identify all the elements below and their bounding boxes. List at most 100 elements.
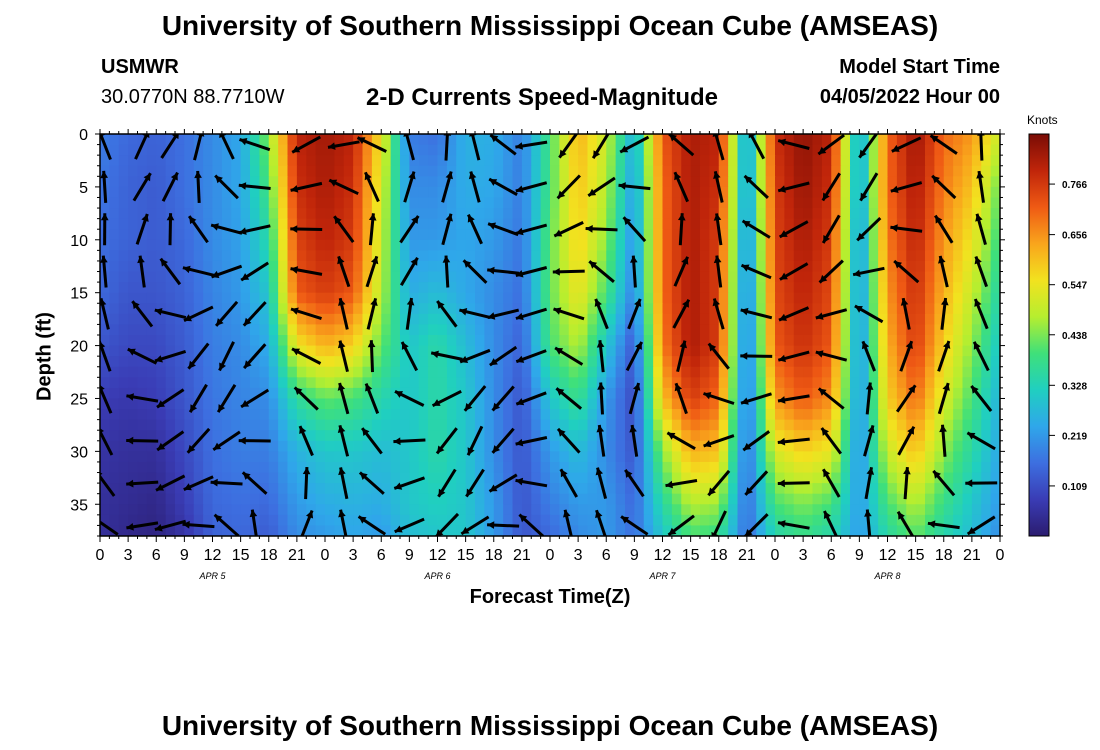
heatmap-cell — [906, 514, 917, 527]
heatmap-cell — [840, 398, 851, 410]
heatmap-cell — [118, 197, 129, 209]
heatmap-cell — [203, 345, 214, 357]
heatmap-cell — [718, 345, 729, 357]
heatmap-cell — [793, 155, 804, 167]
heatmap-cell — [484, 419, 495, 431]
heatmap-cell — [418, 165, 429, 177]
heatmap-cell — [325, 250, 335, 262]
heatmap-cell — [803, 366, 814, 378]
heatmap-cell — [925, 356, 935, 368]
heatmap-cell — [503, 186, 514, 199]
heatmap-cell — [287, 282, 298, 294]
heatmap-cell — [221, 303, 232, 315]
heatmap-cell — [100, 155, 110, 167]
heatmap-cell — [175, 197, 185, 209]
heatmap-cell — [746, 366, 757, 378]
heatmap-cell — [971, 229, 982, 241]
heatmap-cell — [653, 250, 664, 262]
heatmap-cell — [512, 218, 523, 230]
heatmap-cell — [231, 335, 242, 347]
heatmap-cell — [971, 292, 982, 304]
heatmap-cell — [634, 282, 645, 294]
heatmap-cell — [859, 451, 870, 463]
current-arrow — [821, 214, 841, 244]
heatmap-cell — [109, 260, 120, 273]
heatmap-cell — [915, 197, 926, 209]
heatmap-cell — [400, 461, 410, 474]
heatmap-cell — [643, 239, 654, 251]
heatmap-cell — [278, 155, 289, 167]
heatmap-cell — [306, 377, 317, 389]
heatmap-cell — [878, 377, 889, 389]
heatmap-cell — [943, 155, 954, 167]
heatmap-cell — [362, 514, 373, 527]
heatmap-cell — [484, 313, 495, 326]
heatmap-cell — [915, 461, 926, 474]
heatmap-cell — [943, 419, 954, 431]
heatmap-cell — [353, 239, 364, 251]
heatmap-cell — [878, 155, 889, 167]
heatmap-cell — [840, 514, 851, 527]
heatmap-cell — [456, 387, 467, 400]
heatmap-cell — [671, 366, 682, 378]
heatmap-cell — [100, 419, 110, 431]
heatmap-cell — [550, 451, 560, 463]
heatmap-cell — [259, 504, 270, 516]
heatmap-cell — [540, 398, 551, 410]
heatmap-cell — [765, 472, 776, 484]
heatmap-cell — [606, 250, 617, 262]
current-arrow — [515, 140, 548, 150]
heatmap-cell — [906, 419, 917, 431]
heatmap-cell — [662, 409, 673, 421]
heatmap-cell — [596, 144, 607, 156]
heatmap-cell — [568, 504, 579, 516]
heatmap-cell — [765, 366, 776, 378]
heatmap-cell — [746, 324, 757, 336]
heatmap-cell — [550, 186, 560, 199]
heatmap-cell — [475, 303, 485, 315]
heatmap-cell — [756, 366, 767, 378]
heatmap-cell — [381, 239, 392, 251]
heatmap-cell — [446, 186, 457, 199]
current-arrow — [134, 134, 150, 160]
heatmap-cell — [587, 208, 598, 220]
heatmap-cell — [643, 250, 654, 262]
heatmap-cell — [550, 155, 560, 167]
heatmap-cell — [887, 260, 898, 273]
heatmap-cell — [193, 218, 204, 230]
heatmap-cell — [784, 419, 795, 431]
heatmap-cell — [137, 239, 148, 251]
heatmap-cell — [746, 292, 757, 304]
heatmap-cell — [850, 250, 860, 262]
heatmap-cell — [868, 250, 879, 262]
heatmap-cell — [221, 260, 232, 273]
heatmap-cell — [653, 165, 664, 177]
heatmap-cell — [859, 271, 870, 283]
heatmap-cell — [568, 377, 579, 389]
heatmap-cell — [343, 440, 354, 452]
heatmap-cell — [193, 472, 204, 484]
heatmap-cell — [456, 282, 467, 294]
heatmap-cell — [503, 514, 514, 527]
heatmap-cell — [559, 303, 570, 315]
heatmap-cell — [240, 419, 251, 431]
heatmap-cell — [175, 260, 185, 273]
heatmap-cell — [212, 165, 223, 177]
heatmap-cell — [334, 525, 345, 536]
heatmap-cell — [821, 292, 832, 304]
heatmap-cell — [784, 324, 795, 336]
heatmap-cell — [128, 430, 139, 442]
heatmap-cell — [990, 419, 1000, 431]
heatmap-cell — [503, 398, 514, 410]
heatmap-cell — [531, 260, 542, 273]
heatmap-cell — [625, 176, 635, 188]
heatmap-cell — [756, 377, 767, 389]
current-arrow — [238, 224, 271, 235]
heatmap-cell — [681, 377, 692, 389]
heatmap-cell — [700, 493, 710, 505]
heatmap-cell — [268, 472, 279, 484]
heatmap-cell — [625, 514, 635, 527]
heatmap-cell — [409, 313, 420, 326]
heatmap-cell — [615, 504, 626, 516]
heatmap-cell — [793, 335, 804, 347]
